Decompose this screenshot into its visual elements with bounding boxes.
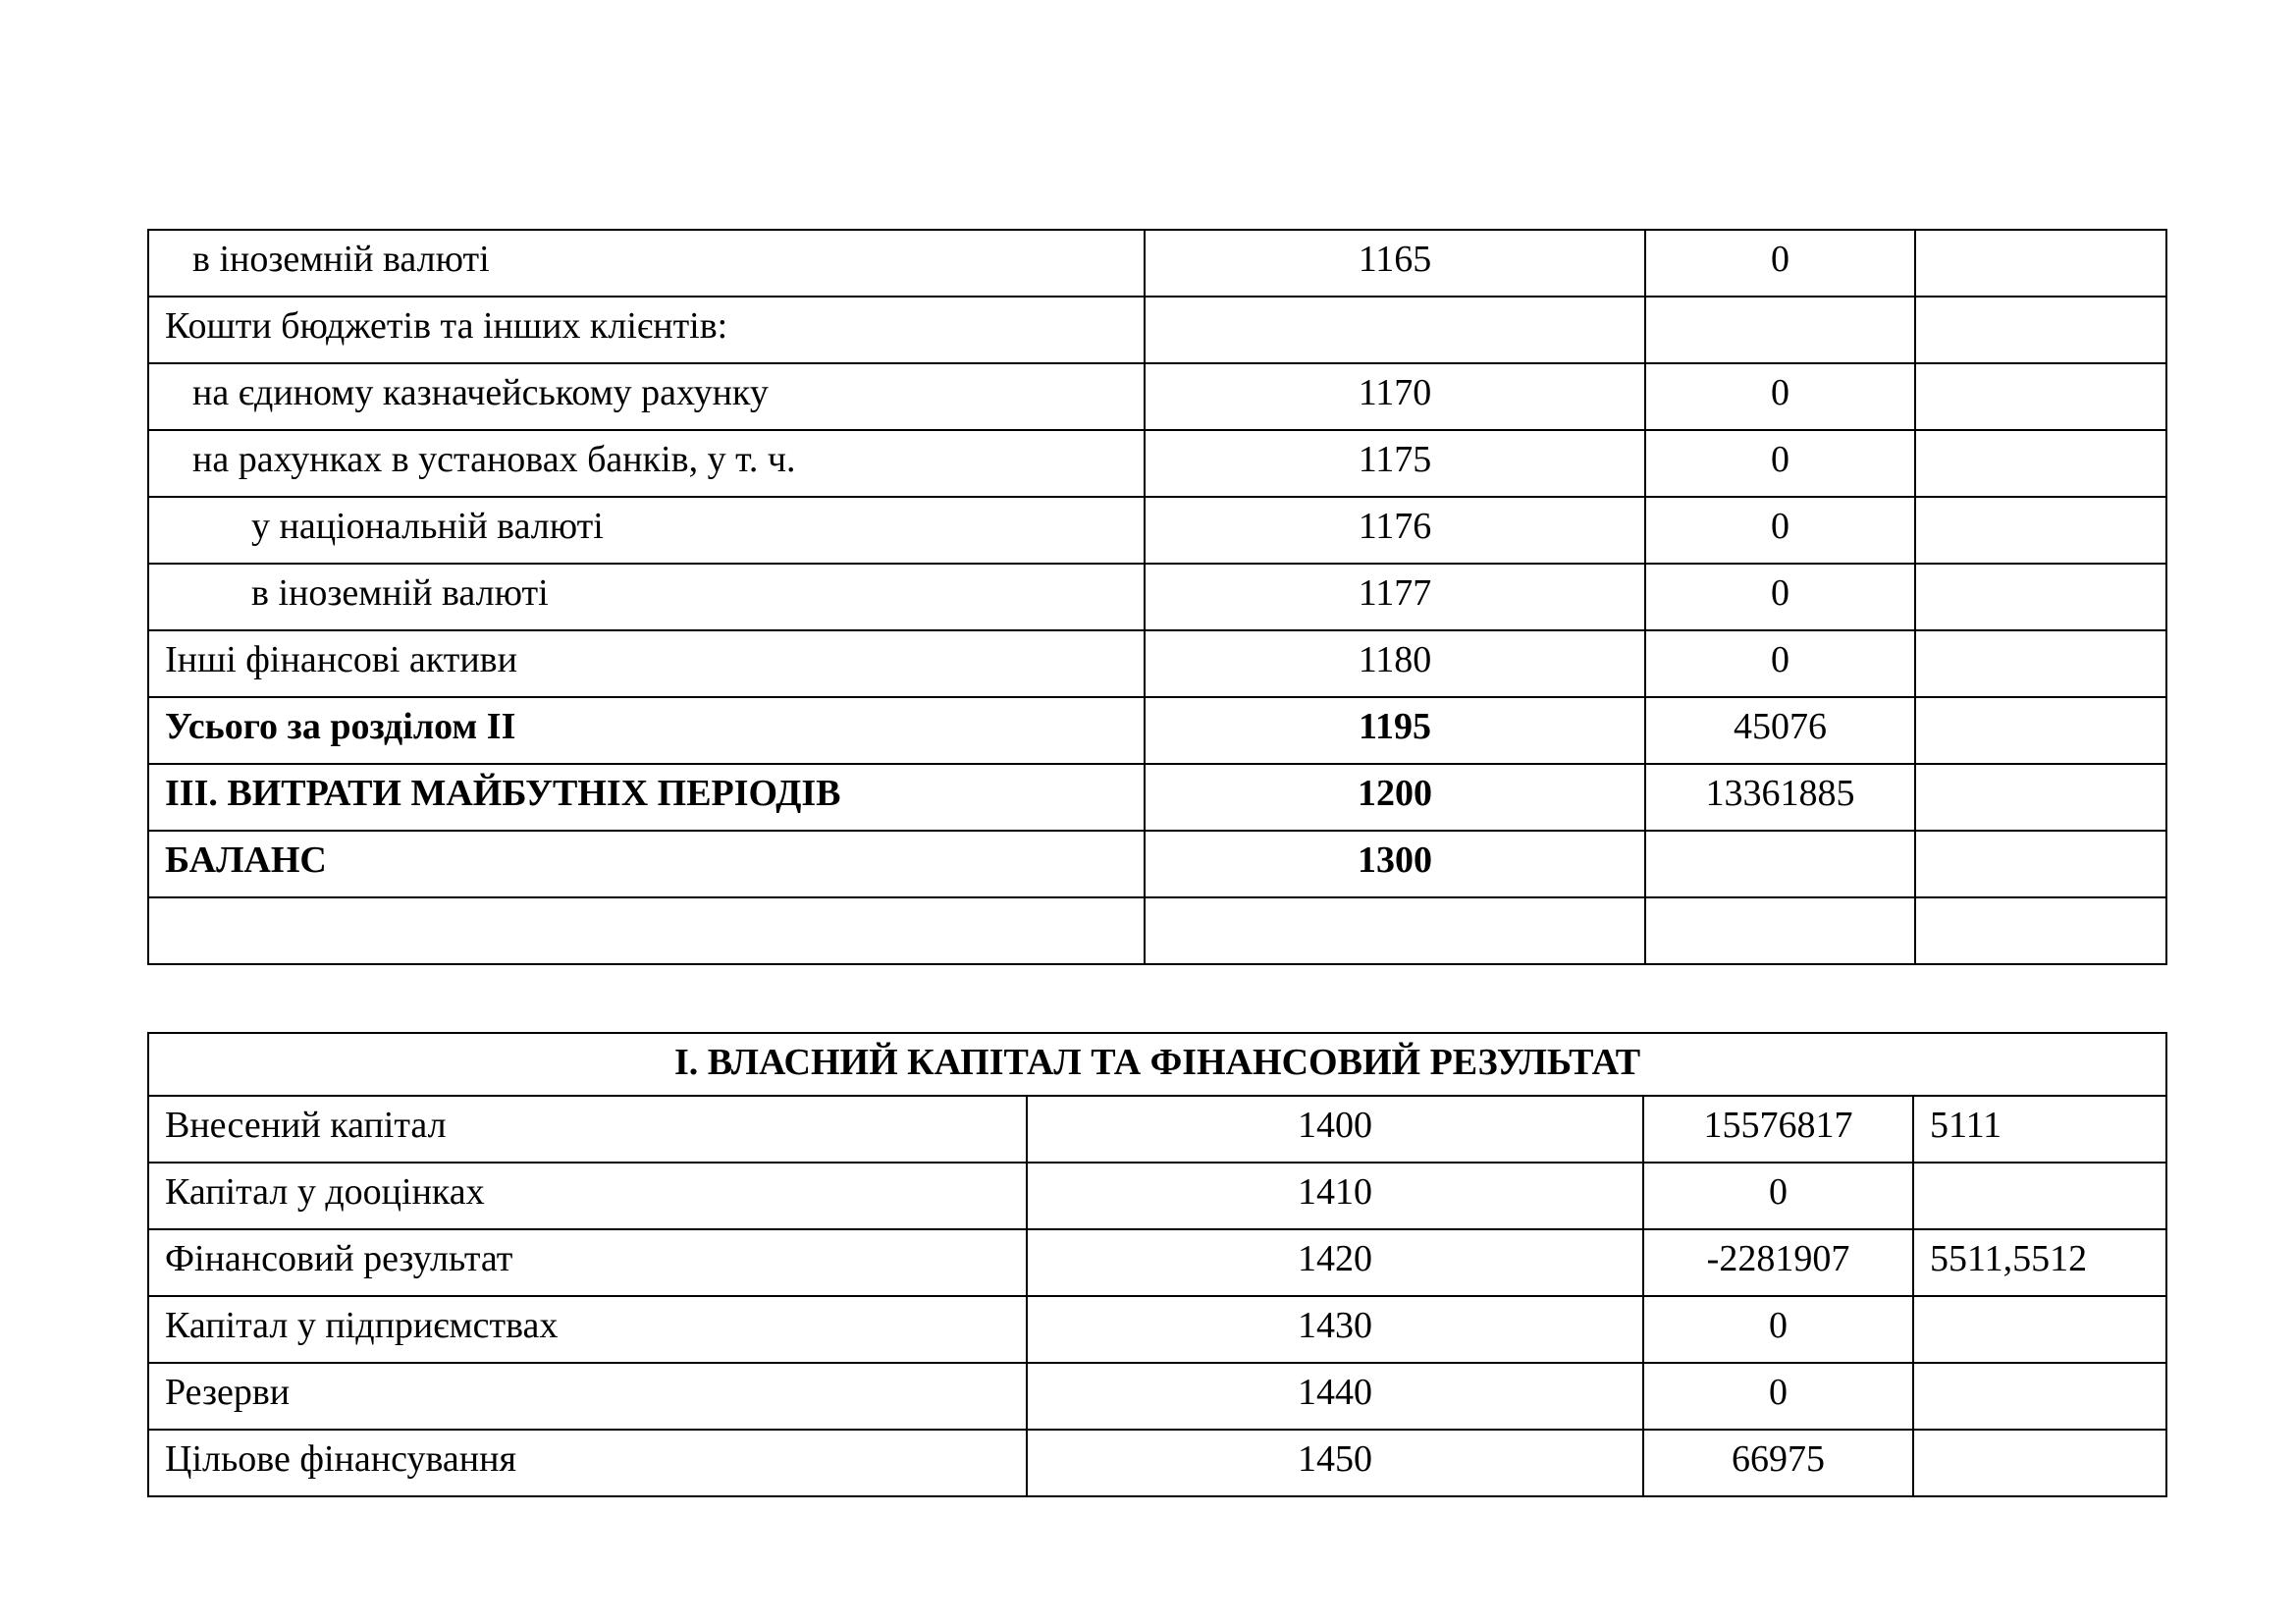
row-value-cell: -2281907 xyxy=(1642,1228,1914,1297)
row-label-cell: Кошти бюджетів та інших клієнтів: xyxy=(147,296,1146,364)
row-code-cell: 1175 xyxy=(1144,429,1646,498)
row-label-cell: Капітал у дооцінках xyxy=(147,1162,1028,1230)
row-code-cell: 1450 xyxy=(1026,1429,1644,1497)
row-label-cell: Усього за розділом II xyxy=(147,696,1146,765)
row-label-cell: Внесений капітал xyxy=(147,1095,1028,1164)
row-note-cell xyxy=(1914,830,2167,898)
table-row: III. ВИТРАТИ МАЙБУТНІХ ПЕРІОДІВ 1200 13361… xyxy=(147,763,2167,832)
row-note-cell xyxy=(1914,629,2167,698)
table-row: БАЛАНС 1300 xyxy=(147,830,2167,898)
row-label-cell: Цільове фінансування xyxy=(147,1429,1028,1497)
row-label-cell: на єдиному казначейському рахунку xyxy=(147,362,1146,431)
row-note-cell xyxy=(1914,362,2167,431)
table-row: Цільове фінансування 1450 66975 xyxy=(147,1429,2168,1497)
row-note-cell xyxy=(1911,1429,2168,1497)
row-label-cell xyxy=(147,896,1146,965)
table-row: Внесений капітал 1400 15576817 5111 xyxy=(147,1095,2168,1164)
row-label-cell: у національній валюті xyxy=(147,496,1146,565)
row-label-cell: в іноземній валюті xyxy=(147,229,1146,298)
row-note-cell xyxy=(1914,496,2167,565)
row-code-cell: 1180 xyxy=(1144,629,1646,698)
row-note-cell xyxy=(1911,1295,2168,1364)
row-note-cell xyxy=(1914,429,2167,498)
row-note-cell: 5511,5512 xyxy=(1911,1228,2168,1297)
row-code-cell: 1176 xyxy=(1144,496,1646,565)
row-label-cell: Капітал у підприємствах xyxy=(147,1295,1028,1364)
table-row xyxy=(147,896,2167,965)
table-row: Кошти бюджетів та інших клієнтів: xyxy=(147,296,2167,364)
row-note-cell xyxy=(1914,896,2167,965)
row-note-cell xyxy=(1914,296,2167,364)
row-value-cell: 0 xyxy=(1644,429,1916,498)
row-value-cell: 0 xyxy=(1642,1362,1914,1431)
row-label-cell: на рахунках в установах банків, у т. ч. xyxy=(147,429,1146,498)
row-label-cell: Інші фінансові активи xyxy=(147,629,1146,698)
table-row: Капітал у підприємствах 1430 0 xyxy=(147,1295,2168,1364)
row-code-cell: 1440 xyxy=(1026,1362,1644,1431)
row-value-cell xyxy=(1644,896,1916,965)
row-code-cell xyxy=(1144,296,1646,364)
balance-continuation-rows: в іноземній валюті 1165 0 Кошти бюджетів та… xyxy=(147,229,2167,965)
table-row: у національній валюті 1176 0 xyxy=(147,496,2167,565)
row-code-cell: 1165 xyxy=(1144,229,1646,298)
row-value-cell: 0 xyxy=(1644,362,1916,431)
row-note-cell xyxy=(1914,563,2167,631)
row-value-cell xyxy=(1644,296,1916,364)
row-value-cell: 0 xyxy=(1644,496,1916,565)
row-value-cell: 13361885 xyxy=(1644,763,1916,832)
row-note-cell xyxy=(1914,763,2167,832)
table-row: Інші фінансові активи 1180 0 xyxy=(147,629,2167,698)
row-code-cell: 1200 xyxy=(1144,763,1646,832)
table-row: Резерви 1440 0 xyxy=(147,1362,2168,1431)
row-note-cell xyxy=(1911,1162,2168,1230)
table-row: на рахунках в установах банків, у т. ч. 1… xyxy=(147,429,2167,498)
row-code-cell: 1430 xyxy=(1026,1295,1644,1364)
table-row: в іноземній валюті 1177 0 xyxy=(147,563,2167,631)
row-value-cell: 0 xyxy=(1644,563,1916,631)
row-value-cell: 66975 xyxy=(1642,1429,1914,1497)
table-row: на єдиному казначейському рахунку 1170 0 xyxy=(147,362,2167,431)
row-label-cell: БАЛАНС xyxy=(147,830,1146,898)
row-note-cell: 5111 xyxy=(1911,1095,2168,1164)
row-code-cell xyxy=(1144,896,1646,965)
row-code-cell: 1170 xyxy=(1144,362,1646,431)
row-value-cell: 45076 xyxy=(1644,696,1916,765)
row-code-cell: 1420 xyxy=(1026,1228,1644,1297)
row-value-cell xyxy=(1644,830,1916,898)
equity-section-rows: І. ВЛАСНИЙ КАПІТАЛ ТА ФІНАНСОВИЙ РЕЗУЛЬТ… xyxy=(146,1032,2168,1497)
row-code-cell: 1195 xyxy=(1144,696,1646,765)
equity-section-table: І. ВЛАСНИЙ КАПІТАЛ ТА ФІНАНСОВИЙ РЕЗУЛЬТ… xyxy=(146,1032,2168,1497)
balance-continuation-table: в іноземній валюті 1165 0 Кошти бюджетів та… xyxy=(147,229,2167,965)
table-row: в іноземній валюті 1165 0 xyxy=(147,229,2167,298)
row-code-cell: 1300 xyxy=(1144,830,1646,898)
row-label-cell: Резерви xyxy=(147,1362,1028,1431)
row-value-cell: 0 xyxy=(1644,229,1916,298)
row-label-cell: в іноземній валюті xyxy=(147,563,1146,631)
row-note-cell xyxy=(1911,1362,2168,1431)
row-value-cell: 0 xyxy=(1642,1162,1914,1230)
row-value-cell: 15576817 xyxy=(1642,1095,1914,1164)
row-label-cell: III. ВИТРАТИ МАЙБУТНІХ ПЕРІОДІВ xyxy=(147,763,1146,832)
row-code-cell: 1410 xyxy=(1026,1162,1644,1230)
section-header-row: І. ВЛАСНИЙ КАПІТАЛ ТА ФІНАНСОВИЙ РЕЗУЛЬТ… xyxy=(146,1032,2168,1097)
table-row: Усього за розділом II 1195 45076 xyxy=(147,696,2167,765)
row-note-cell xyxy=(1914,696,2167,765)
row-value-cell: 0 xyxy=(1642,1295,1914,1364)
row-value-cell: 0 xyxy=(1644,629,1916,698)
row-label-cell: Фінансовий результат xyxy=(147,1228,1028,1297)
section-title: І. ВЛАСНИЙ КАПІТАЛ ТА ФІНАНСОВИЙ РЕЗУЛЬТ… xyxy=(146,1032,2168,1097)
table-row: Фінансовий результат 1420 -2281907 5511,551… xyxy=(147,1228,2168,1297)
table-row: Капітал у дооцінках 1410 0 xyxy=(147,1162,2168,1230)
row-code-cell: 1177 xyxy=(1144,563,1646,631)
row-code-cell: 1400 xyxy=(1026,1095,1644,1164)
row-note-cell xyxy=(1914,229,2167,298)
